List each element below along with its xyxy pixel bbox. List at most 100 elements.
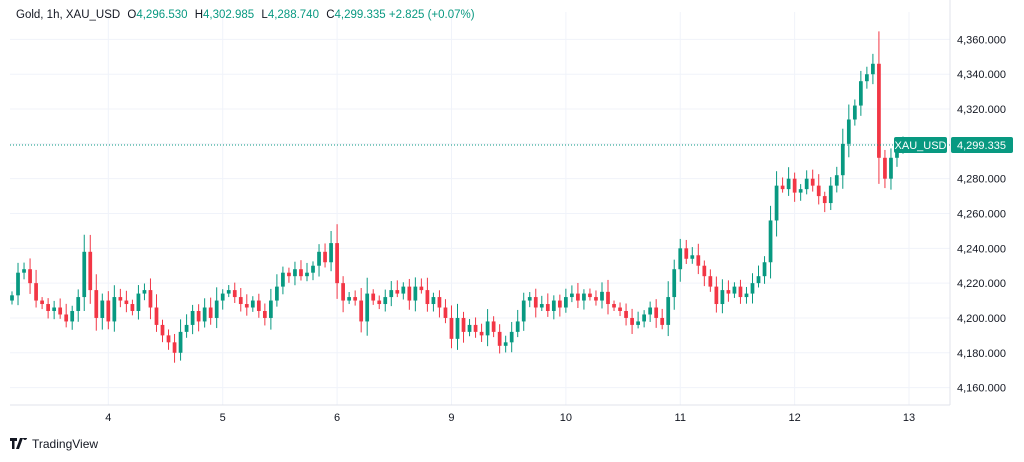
candle-body	[52, 307, 57, 311]
y-tick-label: 4,320.000	[957, 104, 1006, 116]
candle-body	[539, 304, 544, 308]
candle-body	[88, 251, 93, 291]
candle-body	[557, 300, 562, 308]
price-axis[interactable]: 4,160.000 4,180.000 4,200.000 4,220.000 4,24…	[957, 34, 1006, 394]
candle-body	[883, 157, 887, 179]
x-tick-label: 4	[105, 412, 111, 424]
x-tick-label: 11	[675, 412, 686, 424]
candle-body	[82, 251, 87, 298]
candle-body	[720, 290, 725, 305]
brand-name: TradingView	[32, 437, 99, 451]
x-tick-label: 12	[789, 412, 801, 424]
candle-body	[46, 304, 50, 311]
price-tag-label: 4,299.335	[957, 140, 1006, 152]
candle-body	[130, 304, 135, 311]
candle-body	[527, 297, 532, 301]
candle-body	[503, 342, 508, 346]
candle-body	[106, 300, 111, 322]
candle-body	[419, 286, 424, 291]
x-tick-label: 13	[903, 412, 915, 424]
candle-body	[780, 185, 785, 190]
candle-body	[672, 269, 677, 298]
candle-body	[449, 317, 454, 339]
time-axis[interactable]: 4 5 6 9 10 11 12 13	[105, 412, 915, 424]
candle-body	[58, 307, 63, 315]
candle-body	[708, 276, 713, 287]
candle-body	[563, 297, 568, 308]
candle-body	[262, 310, 267, 318]
y-tick-label: 4,360.000	[957, 34, 1006, 46]
candle-body	[383, 297, 388, 305]
candle-body	[437, 297, 442, 308]
candle-body	[166, 335, 171, 343]
candle-body	[365, 293, 370, 322]
candle-body	[353, 297, 358, 301]
candle-body	[816, 185, 821, 197]
tradingview-brand[interactable]: TradingView	[10, 437, 98, 451]
candle-body	[323, 251, 327, 263]
candle-body	[678, 248, 683, 270]
candle-body	[624, 310, 628, 318]
candle-body	[238, 297, 243, 305]
candle-body	[455, 317, 460, 339]
candle-body	[509, 331, 514, 343]
candle-body	[497, 331, 502, 346]
candle-body	[792, 178, 797, 193]
candle-body	[756, 276, 761, 284]
symbol-tag	[894, 137, 947, 154]
candle-body	[600, 291, 604, 301]
candle-body	[618, 307, 622, 311]
candle-body	[461, 317, 466, 332]
candle-body	[329, 243, 333, 263]
candle-body	[317, 251, 321, 266]
candle-body	[100, 300, 105, 318]
candle-body	[94, 290, 99, 318]
candle-body	[401, 286, 406, 294]
candle-body	[690, 255, 695, 259]
candle-body	[852, 105, 857, 120]
candle-body	[744, 293, 749, 298]
candle-body	[220, 293, 225, 301]
candle-body	[654, 307, 659, 318]
candle-body	[726, 290, 731, 294]
candle-body	[871, 63, 875, 75]
candle-body	[214, 300, 219, 318]
candle-body	[244, 304, 249, 308]
x-tick-label: 9	[448, 412, 454, 424]
candle-body	[594, 297, 598, 301]
candle-body	[347, 297, 352, 301]
price-tag	[951, 137, 1013, 154]
candle-body	[142, 290, 147, 294]
y-tick-label: 4,200.000	[957, 313, 1006, 325]
candle-body	[485, 321, 490, 336]
candle-body	[10, 295, 14, 301]
candle-body	[293, 269, 297, 277]
candle-body	[551, 300, 556, 311]
candle-body	[467, 324, 472, 332]
candle-body	[545, 304, 550, 311]
candle-body	[612, 304, 616, 308]
candle-body	[389, 290, 394, 298]
candle-body	[491, 321, 496, 332]
y-tick-label: 4,220.000	[957, 278, 1006, 290]
candle-body	[515, 321, 520, 332]
candle-body	[371, 293, 376, 301]
candle-body	[269, 300, 273, 318]
candle-body	[136, 293, 141, 311]
candle-body	[178, 331, 183, 353]
candle-body	[768, 220, 773, 263]
candle-body	[232, 290, 237, 298]
candle-body	[28, 269, 32, 284]
candle-body	[786, 178, 791, 190]
symbol-tag-label: XAU_USD	[895, 140, 947, 152]
candle-body	[762, 262, 767, 277]
candle-body	[570, 293, 574, 298]
change-value: +2.825 (+0.07%)	[388, 9, 475, 21]
candle-body	[738, 286, 743, 298]
candle-body	[395, 290, 400, 294]
candle-body	[359, 300, 364, 322]
candle-body	[311, 265, 315, 273]
candle-body	[588, 293, 592, 298]
open-label: O	[127, 9, 137, 21]
